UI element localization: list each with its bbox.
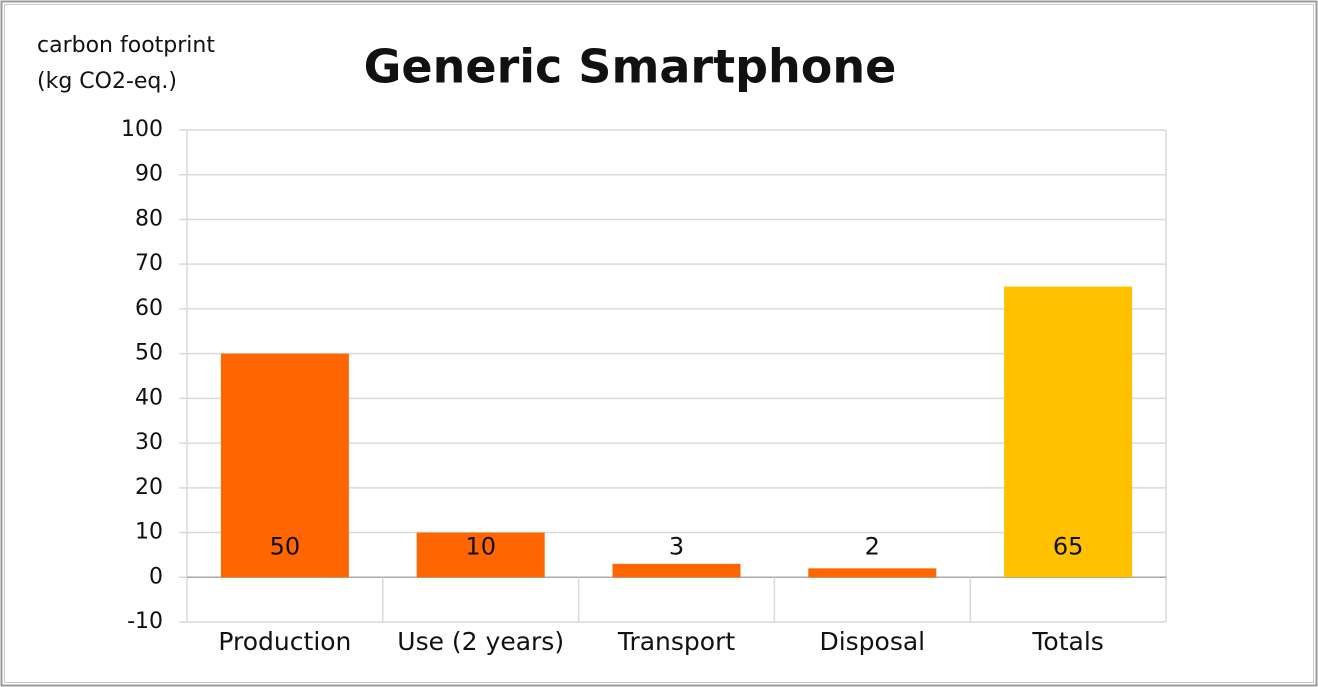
y-axis-label: (kg CO2-eq.) <box>37 69 177 94</box>
bar <box>808 568 937 578</box>
y-tick-label: 60 <box>135 296 163 321</box>
value-label: 50 <box>270 532 301 560</box>
y-tick-label: 90 <box>135 162 163 187</box>
bar <box>1004 286 1133 578</box>
bar <box>612 563 741 578</box>
bar <box>416 532 545 578</box>
y-tick-label: 0 <box>149 564 163 589</box>
y-tick-label: -10 <box>127 609 163 634</box>
inner-border <box>4 4 1314 683</box>
x-tick-label: Production <box>218 627 351 656</box>
y-tick-label: 100 <box>121 117 163 142</box>
value-label: 65 <box>1053 532 1084 560</box>
value-label: 10 <box>465 532 496 560</box>
y-tick-label: 50 <box>135 341 163 366</box>
bar <box>220 353 349 578</box>
y-tick-label: 40 <box>135 385 163 410</box>
y-tick-label: 70 <box>135 251 163 276</box>
y-tick-label: 10 <box>135 520 163 545</box>
y-tick-label: 30 <box>135 430 163 455</box>
x-tick-label: Totals <box>1031 627 1103 656</box>
x-tick-label: Transport <box>617 627 736 656</box>
value-label: 3 <box>669 532 684 560</box>
x-tick-label: Disposal <box>819 627 925 656</box>
x-tick-label: Use (2 years) <box>397 627 564 656</box>
value-label: 2 <box>865 532 880 560</box>
y-tick-label: 80 <box>135 206 163 231</box>
chart-title: Generic Smartphone <box>364 40 897 94</box>
y-tick-label: 20 <box>135 475 163 500</box>
y-axis-label: carbon footprint <box>37 33 215 58</box>
